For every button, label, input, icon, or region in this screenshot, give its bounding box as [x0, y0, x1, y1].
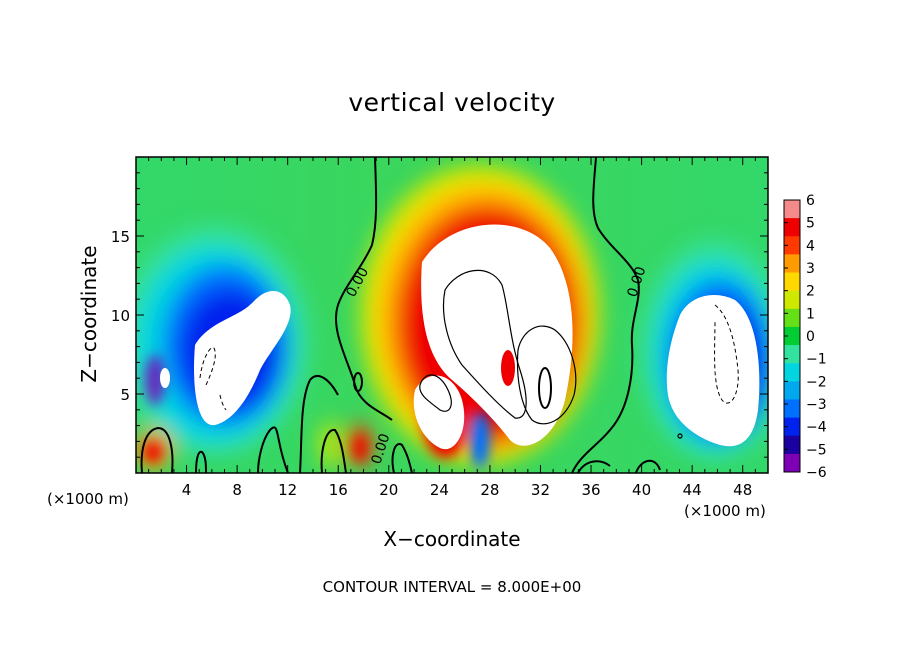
- x-tick-label: 4: [182, 481, 192, 499]
- colorbar-swatch: [784, 417, 800, 437]
- colorbar-swatch: [784, 308, 800, 328]
- x-tick-label: 32: [531, 481, 550, 499]
- colorbar-swatch: [784, 272, 800, 292]
- colorbar-swatch: [784, 290, 800, 310]
- colorbar-tick-label: −4: [806, 420, 827, 436]
- colorbar-swatch: [784, 345, 800, 364]
- x-tick-label: 48: [733, 481, 752, 499]
- colorbar-swatch: [784, 435, 800, 455]
- colorbar-swatch: [784, 363, 800, 382]
- x-tick-label: 12: [278, 481, 297, 499]
- x-tick-label: 36: [581, 481, 600, 499]
- colorbar-tick-label: 0: [806, 329, 815, 345]
- colorbar-tick-label: −5: [806, 442, 827, 458]
- x-tick-label: 44: [683, 481, 702, 499]
- x-tick-label: 24: [430, 481, 449, 499]
- x-axis-label: X−coordinate: [383, 527, 521, 551]
- y-axis-label: Z−coordinate: [77, 245, 101, 383]
- x-unit-right: (×1000 m): [684, 502, 766, 520]
- x-tick-label: 40: [632, 481, 651, 499]
- heatmap-field: [136, 157, 768, 473]
- colorbar-tick-label: 4: [806, 238, 815, 254]
- colorbar-swatch: [784, 236, 800, 255]
- colorbar-tick-label: 5: [806, 216, 815, 232]
- colorbar-swatch: [784, 200, 800, 219]
- colorbar-swatch: [784, 254, 800, 274]
- colorbar-tick-label: 6: [806, 193, 815, 209]
- colorbar-swatch: [784, 381, 800, 400]
- x-tick-label: 28: [480, 481, 499, 499]
- contour-lines: [140, 157, 739, 473]
- contour-interval-note: CONTOUR INTERVAL = 8.000E+00: [322, 578, 582, 596]
- axis-ticks: [136, 157, 768, 473]
- colorbar: [783, 199, 801, 473]
- colorbar-tick-label: −6: [806, 465, 827, 481]
- colorbar-tick-label: 2: [806, 284, 815, 300]
- colorbar-tick-label: −1: [806, 352, 827, 368]
- colorbar-labels: 6 5 4 3 2 1 0 −1 −2 −3 −4 −5 −6: [806, 193, 827, 481]
- colorbar-tick-label: −3: [806, 397, 827, 413]
- x-tick-label: 8: [232, 481, 242, 499]
- colorbar-swatch: [784, 326, 800, 346]
- y-tick-label: 5: [120, 386, 130, 404]
- colorbar-swatch: [784, 218, 800, 237]
- colorbar-tick-label: 3: [806, 261, 815, 277]
- chart-title: vertical velocity: [348, 88, 556, 117]
- x-tick-label: 20: [379, 481, 398, 499]
- colorbar-tick-label: 1: [806, 306, 815, 322]
- y-tick-label: 15: [111, 228, 130, 246]
- y-tick-label: 10: [111, 307, 130, 325]
- x-unit-left: (×1000 m): [47, 490, 129, 508]
- colorbar-tick-label: −2: [806, 374, 827, 390]
- colorbar-swatch: [784, 453, 800, 473]
- colorbar-swatch: [784, 399, 800, 419]
- x-tick-label: 16: [329, 481, 348, 499]
